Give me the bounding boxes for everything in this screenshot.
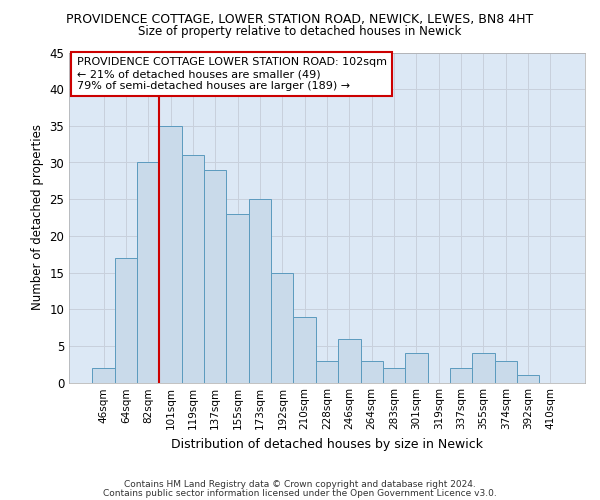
Text: PROVIDENCE COTTAGE, LOWER STATION ROAD, NEWICK, LEWES, BN8 4HT: PROVIDENCE COTTAGE, LOWER STATION ROAD, … xyxy=(67,12,533,26)
Bar xyxy=(160,126,182,382)
Bar xyxy=(293,316,316,382)
Bar xyxy=(182,155,204,382)
Bar xyxy=(115,258,137,382)
Bar xyxy=(226,214,249,382)
Bar xyxy=(450,368,472,382)
Bar xyxy=(405,353,428,382)
Bar xyxy=(316,360,338,382)
Bar xyxy=(383,368,405,382)
Text: PROVIDENCE COTTAGE LOWER STATION ROAD: 102sqm
← 21% of detached houses are small: PROVIDENCE COTTAGE LOWER STATION ROAD: 1… xyxy=(77,58,387,90)
Bar xyxy=(494,360,517,382)
Bar xyxy=(517,375,539,382)
X-axis label: Distribution of detached houses by size in Newick: Distribution of detached houses by size … xyxy=(171,438,483,451)
Bar xyxy=(472,353,494,382)
Bar xyxy=(137,162,160,382)
Y-axis label: Number of detached properties: Number of detached properties xyxy=(31,124,44,310)
Text: Size of property relative to detached houses in Newick: Size of property relative to detached ho… xyxy=(139,25,461,38)
Text: Contains public sector information licensed under the Open Government Licence v3: Contains public sector information licen… xyxy=(103,489,497,498)
Bar xyxy=(249,199,271,382)
Bar xyxy=(361,360,383,382)
Bar xyxy=(92,368,115,382)
Bar xyxy=(204,170,226,382)
Bar xyxy=(271,272,293,382)
Text: Contains HM Land Registry data © Crown copyright and database right 2024.: Contains HM Land Registry data © Crown c… xyxy=(124,480,476,489)
Bar xyxy=(338,338,361,382)
